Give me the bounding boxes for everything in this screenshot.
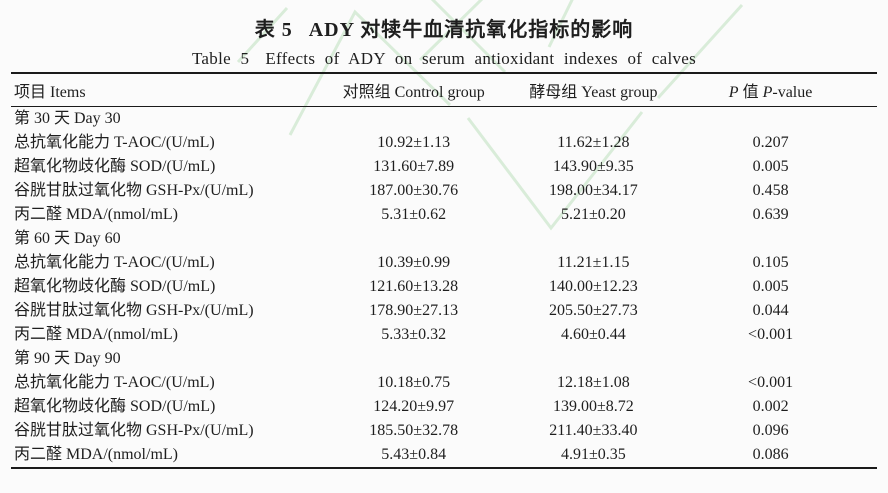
yeast-cell: 12.18±1.08: [556, 374, 630, 391]
table-title-en: Effects of ADY on serum antioxidant inde…: [265, 49, 697, 68]
control-cell: 178.90±27.13: [369, 302, 459, 319]
table-row: 丙二醛 MDA/(nmol/mL) 5.33±0.32 4.60±0.44 <0…: [11, 323, 877, 347]
pvalue-cell: 0.105: [752, 254, 789, 271]
item-cell: 丙二醛 MDA/(nmol/mL): [14, 206, 178, 223]
control-cell: 10.18±0.75: [377, 374, 451, 391]
table-number-en: Table 5: [191, 49, 250, 68]
control-cell: 5.31±0.62: [381, 206, 447, 223]
item-cell: 总抗氧化能力 T-AOC/(U/mL): [14, 374, 215, 391]
table-row: 谷胱甘肽过氧化物 GSH-Px/(U/mL) 178.90±27.13 205.…: [11, 299, 877, 323]
yeast-cell: 11.62±1.28: [557, 134, 630, 151]
pvalue-cell: <0.001: [748, 326, 794, 343]
table-row: 超氧化物歧化酶 SOD/(U/mL) 131.60±7.89 143.90±9.…: [11, 155, 877, 179]
yeast-cell: 205.50±27.73: [548, 302, 638, 319]
control-cell: 121.60±13.28: [369, 278, 459, 295]
table-title-cn: ADY 对犊牛血清抗氧化指标的影响: [308, 19, 634, 41]
antioxidant-indexes-table: 项目 Items 对照组 Control group 酵母组 Yeast gro…: [11, 72, 877, 469]
yeast-cell: 140.00±12.23: [548, 278, 638, 295]
column-header-pvalue: P 值 P-value: [728, 84, 813, 101]
page-title-cn: 表 5 ADY 对犊牛血清抗氧化指标的影响: [0, 13, 888, 42]
section-label-day90: 第 90 天 Day 90: [14, 350, 121, 367]
yeast-cell: 139.00±8.72: [552, 398, 634, 415]
table-caption: 表 5 ADY 对犊牛血清抗氧化指标的影响 Table 5 Effects of A…: [0, 0, 888, 69]
yeast-cell: 4.91±0.35: [560, 446, 626, 463]
table-row: 总抗氧化能力 T-AOC/(U/mL) 10.39±0.99 11.21±1.1…: [11, 251, 877, 275]
control-cell: 5.33±0.32: [381, 326, 447, 343]
table-row: 谷胱甘肽过氧化物 GSH-Px/(U/mL) 187.00±30.76 198.…: [11, 179, 877, 203]
header-row: 项目 Items 对照组 Control group 酵母组 Yeast gro…: [11, 73, 877, 107]
item-cell: 丙二醛 MDA/(nmol/mL): [14, 326, 178, 343]
item-cell: 谷胱甘肽过氧化物 GSH-Px/(U/mL): [14, 302, 254, 319]
table-number-cn: 表 5: [254, 19, 293, 41]
pvalue-cell: 0.005: [752, 278, 789, 295]
column-header-items: 项目 Items: [14, 84, 86, 101]
item-cell: 丙二醛 MDA/(nmol/mL): [14, 446, 178, 463]
page-title-en: Table 5 Effects of ADY on serum antioxida…: [0, 49, 888, 69]
control-cell: 5.43±0.84: [381, 446, 447, 463]
control-cell: 10.39±0.99: [377, 254, 451, 271]
pvalue-cell: 0.002: [752, 398, 789, 415]
control-cell: 187.00±30.76: [369, 182, 459, 199]
pvalue-cell: 0.639: [752, 206, 789, 223]
yeast-cell: 198.00±34.17: [548, 182, 638, 199]
item-cell: 总抗氧化能力 T-AOC/(U/mL): [14, 254, 215, 271]
yeast-cell: 4.60±0.44: [560, 326, 626, 343]
yeast-cell: 5.21±0.20: [560, 206, 626, 223]
table-row: 超氧化物歧化酶 SOD/(U/mL) 124.20±9.97 139.00±8.…: [11, 395, 877, 419]
table-row: 谷胱甘肽过氧化物 GSH-Px/(U/mL) 185.50±32.78 211.…: [11, 419, 877, 443]
yeast-cell: 11.21±1.15: [557, 254, 630, 271]
section-label-day60: 第 60 天 Day 60: [14, 230, 121, 247]
yeast-cell: 211.40±33.40: [549, 422, 638, 439]
control-cell: 185.50±32.78: [369, 422, 459, 439]
item-cell: 总抗氧化能力 T-AOC/(U/mL): [14, 134, 215, 151]
item-cell: 超氧化物歧化酶 SOD/(U/mL): [14, 278, 216, 295]
pvalue-cell: 0.458: [752, 182, 789, 199]
table-row: 超氧化物歧化酶 SOD/(U/mL) 121.60±13.28 140.00±1…: [11, 275, 877, 299]
pvalue-cell: 0.044: [752, 302, 789, 319]
section-label-day30: 第 30 天 Day 30: [14, 110, 121, 127]
table-row: 总抗氧化能力 T-AOC/(U/mL) 10.92±1.13 11.62±1.2…: [11, 131, 877, 155]
pvalue-cell: 0.005: [752, 158, 789, 175]
item-cell: 谷胱甘肽过氧化物 GSH-Px/(U/mL): [14, 182, 254, 199]
section-row: 第 30 天 Day 30: [11, 107, 877, 132]
table-row: 丙二醛 MDA/(nmol/mL) 5.31±0.62 5.21±0.20 0.…: [11, 203, 877, 227]
pvalue-cell: <0.001: [748, 374, 794, 391]
control-cell: 131.60±7.89: [373, 158, 455, 175]
item-cell: 超氧化物歧化酶 SOD/(U/mL): [14, 158, 216, 175]
pvalue-cell: 0.086: [752, 446, 789, 463]
table-row: 丙二醛 MDA/(nmol/mL) 5.43±0.84 4.91±0.35 0.…: [11, 443, 877, 468]
section-row: 第 60 天 Day 60: [11, 227, 877, 251]
pvalue-cell: 0.096: [752, 422, 789, 439]
paper-table-figure: 表 5 ADY 对犊牛血清抗氧化指标的影响 Table 5 Effects of A…: [0, 0, 888, 469]
pvalue-cell: 0.207: [752, 134, 789, 151]
item-cell: 超氧化物歧化酶 SOD/(U/mL): [14, 398, 216, 415]
column-header-control: 对照组 Control group: [342, 84, 485, 101]
yeast-cell: 143.90±9.35: [552, 158, 634, 175]
table-row: 总抗氧化能力 T-AOC/(U/mL) 10.18±0.75 12.18±1.0…: [11, 371, 877, 395]
item-cell: 谷胱甘肽过氧化物 GSH-Px/(U/mL): [14, 422, 254, 439]
control-cell: 10.92±1.13: [377, 134, 451, 151]
control-cell: 124.20±9.97: [373, 398, 455, 415]
column-header-yeast: 酵母组 Yeast group: [529, 84, 658, 101]
section-row: 第 90 天 Day 90: [11, 347, 877, 371]
